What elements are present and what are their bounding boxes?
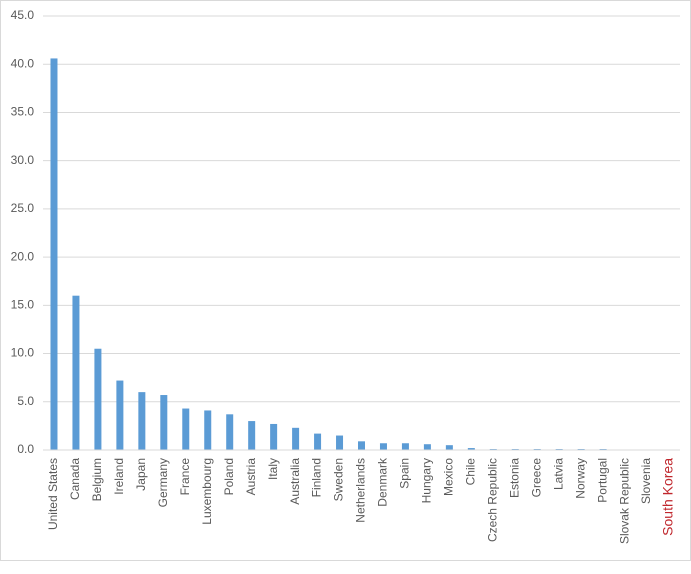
x-tick-label: Portugal <box>595 458 609 503</box>
x-tick-label: Mexico <box>442 458 456 496</box>
y-tick-label: 0.0 <box>17 442 34 456</box>
bar <box>379 443 387 450</box>
bar <box>50 58 58 451</box>
x-tick-label: Belgium <box>90 458 104 501</box>
x-tick-label: Germany <box>156 458 170 507</box>
x-tick-label: Luxembourg <box>200 458 214 525</box>
bar <box>248 421 256 450</box>
y-tick-label: 45.0 <box>11 8 35 22</box>
bar <box>423 444 431 450</box>
bar <box>401 443 409 450</box>
x-tick-label: Norway <box>573 458 587 499</box>
bar <box>182 408 190 450</box>
x-tick-label: Sweden <box>332 458 346 501</box>
bar <box>314 433 322 450</box>
x-tick-label: Poland <box>222 458 236 495</box>
x-tick-label: Latvia <box>551 458 565 490</box>
y-tick-label: 30.0 <box>11 153 35 167</box>
x-tick-label: Canada <box>68 458 82 500</box>
y-tick-label: 10.0 <box>11 346 35 360</box>
y-tick-label: 40.0 <box>11 56 35 70</box>
bar <box>226 414 234 450</box>
chart-border <box>0 0 691 561</box>
bar <box>336 435 344 450</box>
x-tick-label: Slovak Republic <box>617 458 631 544</box>
x-tick-label: South Korea <box>660 458 676 536</box>
x-tick-label: Hungary <box>420 458 434 503</box>
bar <box>160 395 168 450</box>
x-tick-label: Spain <box>398 458 412 489</box>
x-tick-label: Australia <box>288 458 302 505</box>
x-tick-label: Slovenia <box>639 458 653 504</box>
y-tick-label: 15.0 <box>11 298 35 312</box>
bar <box>116 380 124 450</box>
x-tick-label: Denmark <box>376 457 390 507</box>
bar <box>467 448 475 450</box>
x-tick-label: Greece <box>529 458 543 498</box>
x-tick-label: Finland <box>310 458 324 497</box>
y-tick-label: 20.0 <box>11 249 35 263</box>
bar <box>292 427 300 450</box>
y-tick-label: 25.0 <box>11 201 35 215</box>
x-tick-label: United States <box>46 458 60 530</box>
bar <box>358 441 365 450</box>
x-tick-label: Chile <box>463 458 477 486</box>
y-tick-label: 35.0 <box>11 105 35 119</box>
x-tick-label: Italy <box>266 458 280 480</box>
bar <box>204 410 212 450</box>
bar <box>270 423 278 450</box>
bar <box>72 295 80 450</box>
bar <box>94 348 102 450</box>
x-tick-label: Netherlands <box>354 458 368 523</box>
x-tick-label: Estonia <box>507 458 521 498</box>
x-tick-label: Ireland <box>112 458 126 495</box>
y-tick-label: 5.0 <box>17 394 34 408</box>
x-tick-label: Czech Republic <box>485 458 499 542</box>
bar <box>138 392 146 450</box>
x-tick-label: France <box>178 458 192 496</box>
x-tick-label: Austria <box>244 458 258 496</box>
bar <box>445 445 453 450</box>
x-tick-label: Japan <box>134 458 148 491</box>
